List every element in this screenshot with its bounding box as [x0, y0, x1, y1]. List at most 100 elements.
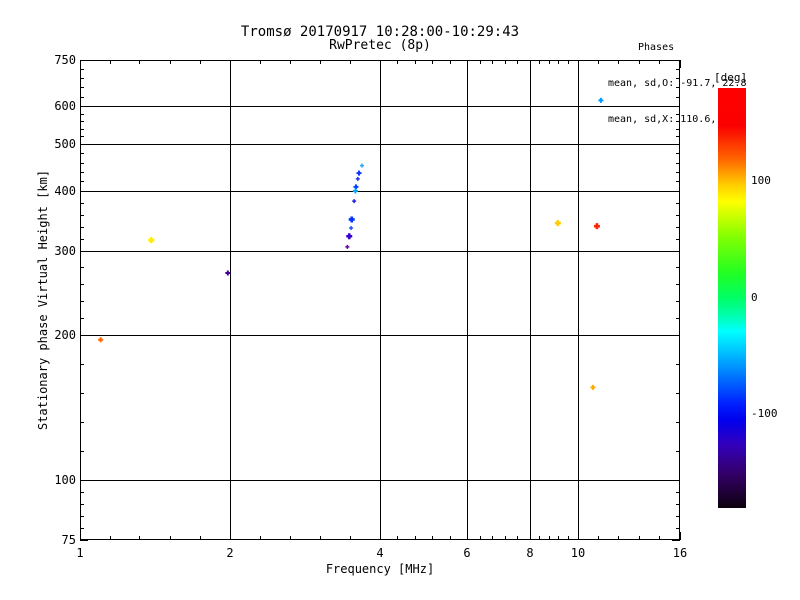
axis-tick-left — [80, 172, 84, 173]
axis-tick-left — [80, 267, 84, 268]
axis-tick-left — [80, 191, 88, 192]
axis-tick-right — [672, 60, 680, 61]
axis-tick-top — [290, 60, 291, 64]
axis-tick-bottom — [505, 536, 506, 540]
axis-tick-right — [676, 163, 680, 164]
axis-tick-right — [676, 69, 680, 70]
axis-tick-left — [80, 364, 84, 365]
axis-tick-top — [505, 60, 506, 64]
axis-tick-top — [432, 60, 433, 64]
axis-tick-right — [672, 251, 680, 252]
x-axis-title: Frequency [MHz] — [325, 562, 435, 576]
axis-tick-top — [350, 60, 351, 64]
axis-tick-top — [492, 60, 493, 64]
axis-tick-left — [80, 129, 84, 130]
grid-line-horizontal — [80, 480, 680, 481]
axis-tick-right — [672, 191, 680, 192]
axis-tick-left — [80, 203, 84, 204]
y-tick-label: 300 — [54, 244, 76, 258]
x-tick-label: 16 — [672, 546, 688, 560]
axis-tick-right — [676, 284, 680, 285]
axis-tick-right — [676, 129, 680, 130]
axis-tick-right — [672, 480, 680, 481]
axis-tick-bottom — [492, 536, 493, 540]
axis-tick-right — [672, 106, 680, 107]
phase-mean-sd-o: mean, sd,O: -91.7, 22.8 — [608, 78, 747, 89]
axis-tick-left — [80, 504, 84, 505]
axis-tick-left — [80, 97, 84, 98]
axis-tick-right — [676, 422, 680, 423]
axis-tick-bottom — [618, 536, 619, 540]
axis-tick-bottom — [110, 536, 111, 540]
axis-tick-top — [578, 60, 579, 68]
axis-tick-top — [450, 60, 451, 64]
axis-tick-bottom — [578, 532, 579, 540]
axis-tick-bottom — [517, 536, 518, 540]
axis-tick-right — [676, 267, 680, 268]
axis-tick-bottom — [467, 532, 468, 540]
axis-tick-right — [676, 215, 680, 216]
axis-tick-top — [80, 60, 81, 68]
axis-tick-left — [80, 284, 84, 285]
axis-tick-bottom — [558, 536, 559, 540]
axis-tick-left — [80, 528, 84, 529]
axis-tick-bottom — [80, 532, 81, 540]
axis-tick-left — [80, 451, 84, 452]
axis-tick-top — [558, 60, 559, 64]
axis-tick-bottom — [200, 536, 201, 540]
axis-tick-right — [676, 114, 680, 115]
axis-tick-bottom — [170, 536, 171, 540]
axis-tick-bottom — [549, 536, 550, 540]
x-tick-label: 6 — [463, 546, 471, 560]
axis-tick-right — [676, 203, 680, 204]
axis-tick-right — [676, 528, 680, 529]
axis-tick-top — [539, 60, 540, 64]
axis-tick-top — [639, 60, 640, 64]
y-tick-label: 400 — [54, 184, 76, 198]
phase-statistics-heading: Phases — [638, 42, 675, 53]
axis-tick-bottom — [480, 536, 481, 540]
axis-tick-top — [170, 60, 171, 64]
axis-tick-left — [80, 106, 88, 107]
y-tick-label: 200 — [54, 328, 76, 342]
grid-line-horizontal — [80, 251, 680, 252]
grid-line-vertical — [230, 60, 231, 540]
axis-tick-top — [598, 60, 599, 64]
axis-tick-top — [530, 60, 531, 68]
grid-line-vertical — [530, 60, 531, 540]
axis-tick-left — [80, 422, 84, 423]
axis-tick-left — [80, 492, 84, 493]
axis-tick-right — [676, 97, 680, 98]
axis-tick-top — [568, 60, 569, 64]
axis-tick-right — [672, 144, 680, 145]
axis-tick-bottom — [432, 536, 433, 540]
axis-tick-bottom — [230, 532, 231, 540]
x-tick-label: 4 — [376, 546, 384, 560]
axis-tick-bottom — [598, 536, 599, 540]
axis-tick-left — [80, 239, 84, 240]
axis-tick-bottom — [350, 536, 351, 540]
axis-tick-left — [80, 215, 84, 216]
grid-line-vertical — [578, 60, 579, 540]
axis-tick-top — [480, 60, 481, 64]
x-tick-label: 8 — [526, 546, 534, 560]
axis-tick-bottom — [290, 536, 291, 540]
x-tick-label: 10 — [570, 546, 586, 560]
axis-tick-top — [618, 60, 619, 64]
axis-tick-top — [467, 60, 468, 68]
axis-tick-left — [80, 301, 84, 302]
y-tick-label: 600 — [54, 99, 76, 113]
axis-tick-bottom — [450, 536, 451, 540]
axis-tick-bottom — [659, 536, 660, 540]
x-tick-label: 2 — [226, 546, 234, 560]
axis-tick-left — [80, 114, 84, 115]
axis-tick-bottom — [320, 536, 321, 540]
axis-tick-right — [676, 121, 680, 122]
y-tick-label: 500 — [54, 137, 76, 151]
axis-tick-right — [676, 239, 680, 240]
axis-tick-right — [676, 393, 680, 394]
axis-tick-bottom — [260, 536, 261, 540]
axis-tick-bottom — [397, 536, 398, 540]
axis-tick-left — [80, 335, 88, 336]
axis-tick-right — [676, 153, 680, 154]
